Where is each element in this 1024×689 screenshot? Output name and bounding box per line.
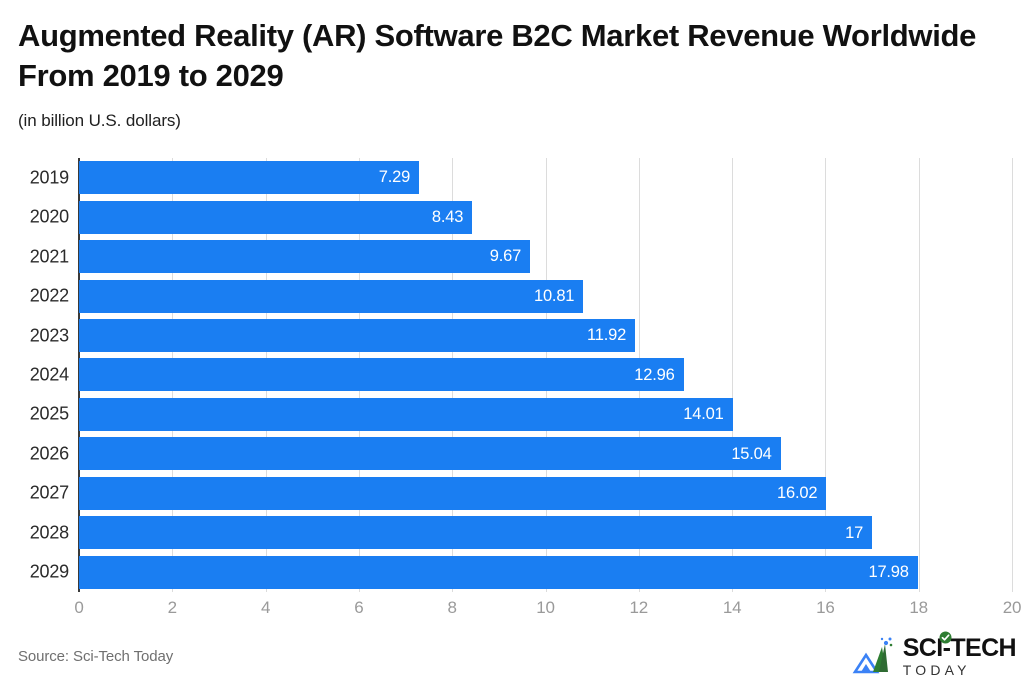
y-axis-tick-label: 2026 — [29, 443, 69, 464]
bar[interactable]: 16.02 — [79, 476, 827, 510]
x-axis-tick-label: 20 — [1002, 598, 1022, 617]
bar-row[interactable]: 15.04 — [79, 434, 1012, 473]
bar-value-label: 7.29 — [378, 168, 411, 187]
x-axis-tick-label: 12 — [629, 598, 649, 617]
bar-value-label: 12.96 — [634, 365, 675, 384]
x-axis-tick-label: 0 — [74, 598, 84, 617]
x-axis-tick-label: 4 — [260, 598, 271, 617]
page-title: Augmented Reality (AR) Software B2C Mark… — [18, 18, 977, 93]
bar[interactable]: 17 — [79, 516, 873, 550]
x-axis-tick-label: 10 — [536, 598, 555, 617]
bar-value-label: 15.04 — [731, 444, 772, 463]
y-axis-tick-label: 2025 — [29, 403, 69, 424]
bar-row[interactable]: 10.81 — [79, 276, 1012, 315]
x-axis-tick-label: 2 — [167, 598, 177, 617]
bar-row[interactable]: 17.98 — [79, 553, 1012, 592]
chart-header: Augmented Reality (AR) Software B2C Mark… — [18, 16, 1006, 131]
chart-subtitle: (in billion U.S. dollars) — [18, 111, 181, 131]
logo-main-text: SCI-TECH — [902, 630, 1017, 662]
y-axis-tick-label: 2021 — [29, 246, 69, 267]
bar[interactable]: 11.92 — [79, 319, 636, 353]
bar-value-label: 17 — [845, 523, 864, 542]
bar[interactable]: 14.01 — [79, 397, 733, 431]
y-axis-tick-label: 2028 — [29, 522, 69, 543]
bar-value-label: 8.43 — [431, 207, 464, 226]
bar[interactable]: 7.29 — [79, 161, 420, 195]
gridline — [732, 158, 734, 592]
bar[interactable]: 9.67 — [79, 240, 531, 274]
bar-row[interactable]: 17 — [79, 513, 1012, 552]
bar[interactable]: 17.98 — [79, 555, 918, 589]
x-axis-tick-label: 6 — [354, 598, 364, 617]
y-axis-tick-label: 2024 — [29, 364, 69, 385]
bar-row[interactable]: 14.01 — [79, 395, 1012, 434]
x-axis-tick-label: 16 — [816, 598, 835, 617]
y-axis-tick-label: 2022 — [29, 285, 69, 306]
logo-main-label: SCI-TECH — [902, 633, 1017, 662]
bar[interactable]: 10.81 — [79, 279, 584, 313]
y-axis-tick-label: 2029 — [29, 561, 69, 582]
y-axis-tick-label: 2020 — [29, 206, 69, 227]
bar[interactable]: 15.04 — [79, 437, 781, 471]
logo-sub-label: TODAY — [902, 661, 971, 678]
plot-area: 7.29 8.43 9.67 10.81 11.92 12.96 14.01 15.04 16.… — [79, 158, 1013, 592]
x-axis-tick-labels: 0 2 4 6 8 10 12 14 16 18 20 — [74, 598, 1021, 624]
bar-row[interactable]: 8.43 — [79, 197, 1012, 236]
mountain-logo-icon — [852, 637, 893, 674]
y-axis-tick-label: 2019 — [29, 167, 69, 188]
gridline — [918, 158, 920, 592]
gridline — [1012, 158, 1013, 592]
bar-value-label: 16.02 — [777, 484, 818, 503]
source-note: Source: Sci-Tech Today — [18, 648, 174, 665]
gridline — [825, 158, 827, 592]
bar[interactable]: 12.96 — [79, 358, 684, 392]
x-axis-tick-label: 14 — [722, 598, 742, 617]
bar-row[interactable]: 9.67 — [79, 237, 1012, 276]
bar-row[interactable]: 7.29 — [79, 158, 1012, 197]
x-axis-tick-label: 18 — [909, 598, 928, 617]
bar-series: 7.29 8.43 9.67 10.81 11.92 12.96 14.01 15.04 16.… — [79, 158, 1012, 592]
bar-row[interactable]: 12.96 — [79, 355, 1012, 394]
x-axis-tick-label: 8 — [447, 598, 457, 617]
bar-value-label: 10.81 — [533, 286, 575, 305]
bar-row[interactable]: 11.92 — [79, 316, 1012, 355]
bar-value-label: 14.01 — [683, 405, 724, 424]
bar-value-label: 11.92 — [586, 326, 627, 345]
y-axis-tick-label: 2023 — [29, 325, 69, 346]
y-axis-tick-label: 2027 — [29, 482, 69, 503]
bar-row[interactable]: 16.02 — [79, 474, 1012, 513]
chart-plot: 2019 2020 2021 2022 2023 2024 2025 2026 2027 2028… — [0, 158, 1024, 617]
y-axis-tick-labels: 2019 2020 2021 2022 2023 2024 2025 2026 2027 2028… — [0, 158, 79, 598]
bar-value-label: 17.98 — [868, 563, 909, 581]
bar-value-label: 9.67 — [489, 247, 522, 266]
green-check-badge-icon — [939, 630, 952, 644]
bar[interactable]: 8.43 — [79, 200, 473, 234]
sci-tech-today-logo[interactable]: SCI-TECH TODAY — [852, 630, 1017, 680]
logo-text: SCI-TECH TODAY — [902, 630, 1017, 678]
